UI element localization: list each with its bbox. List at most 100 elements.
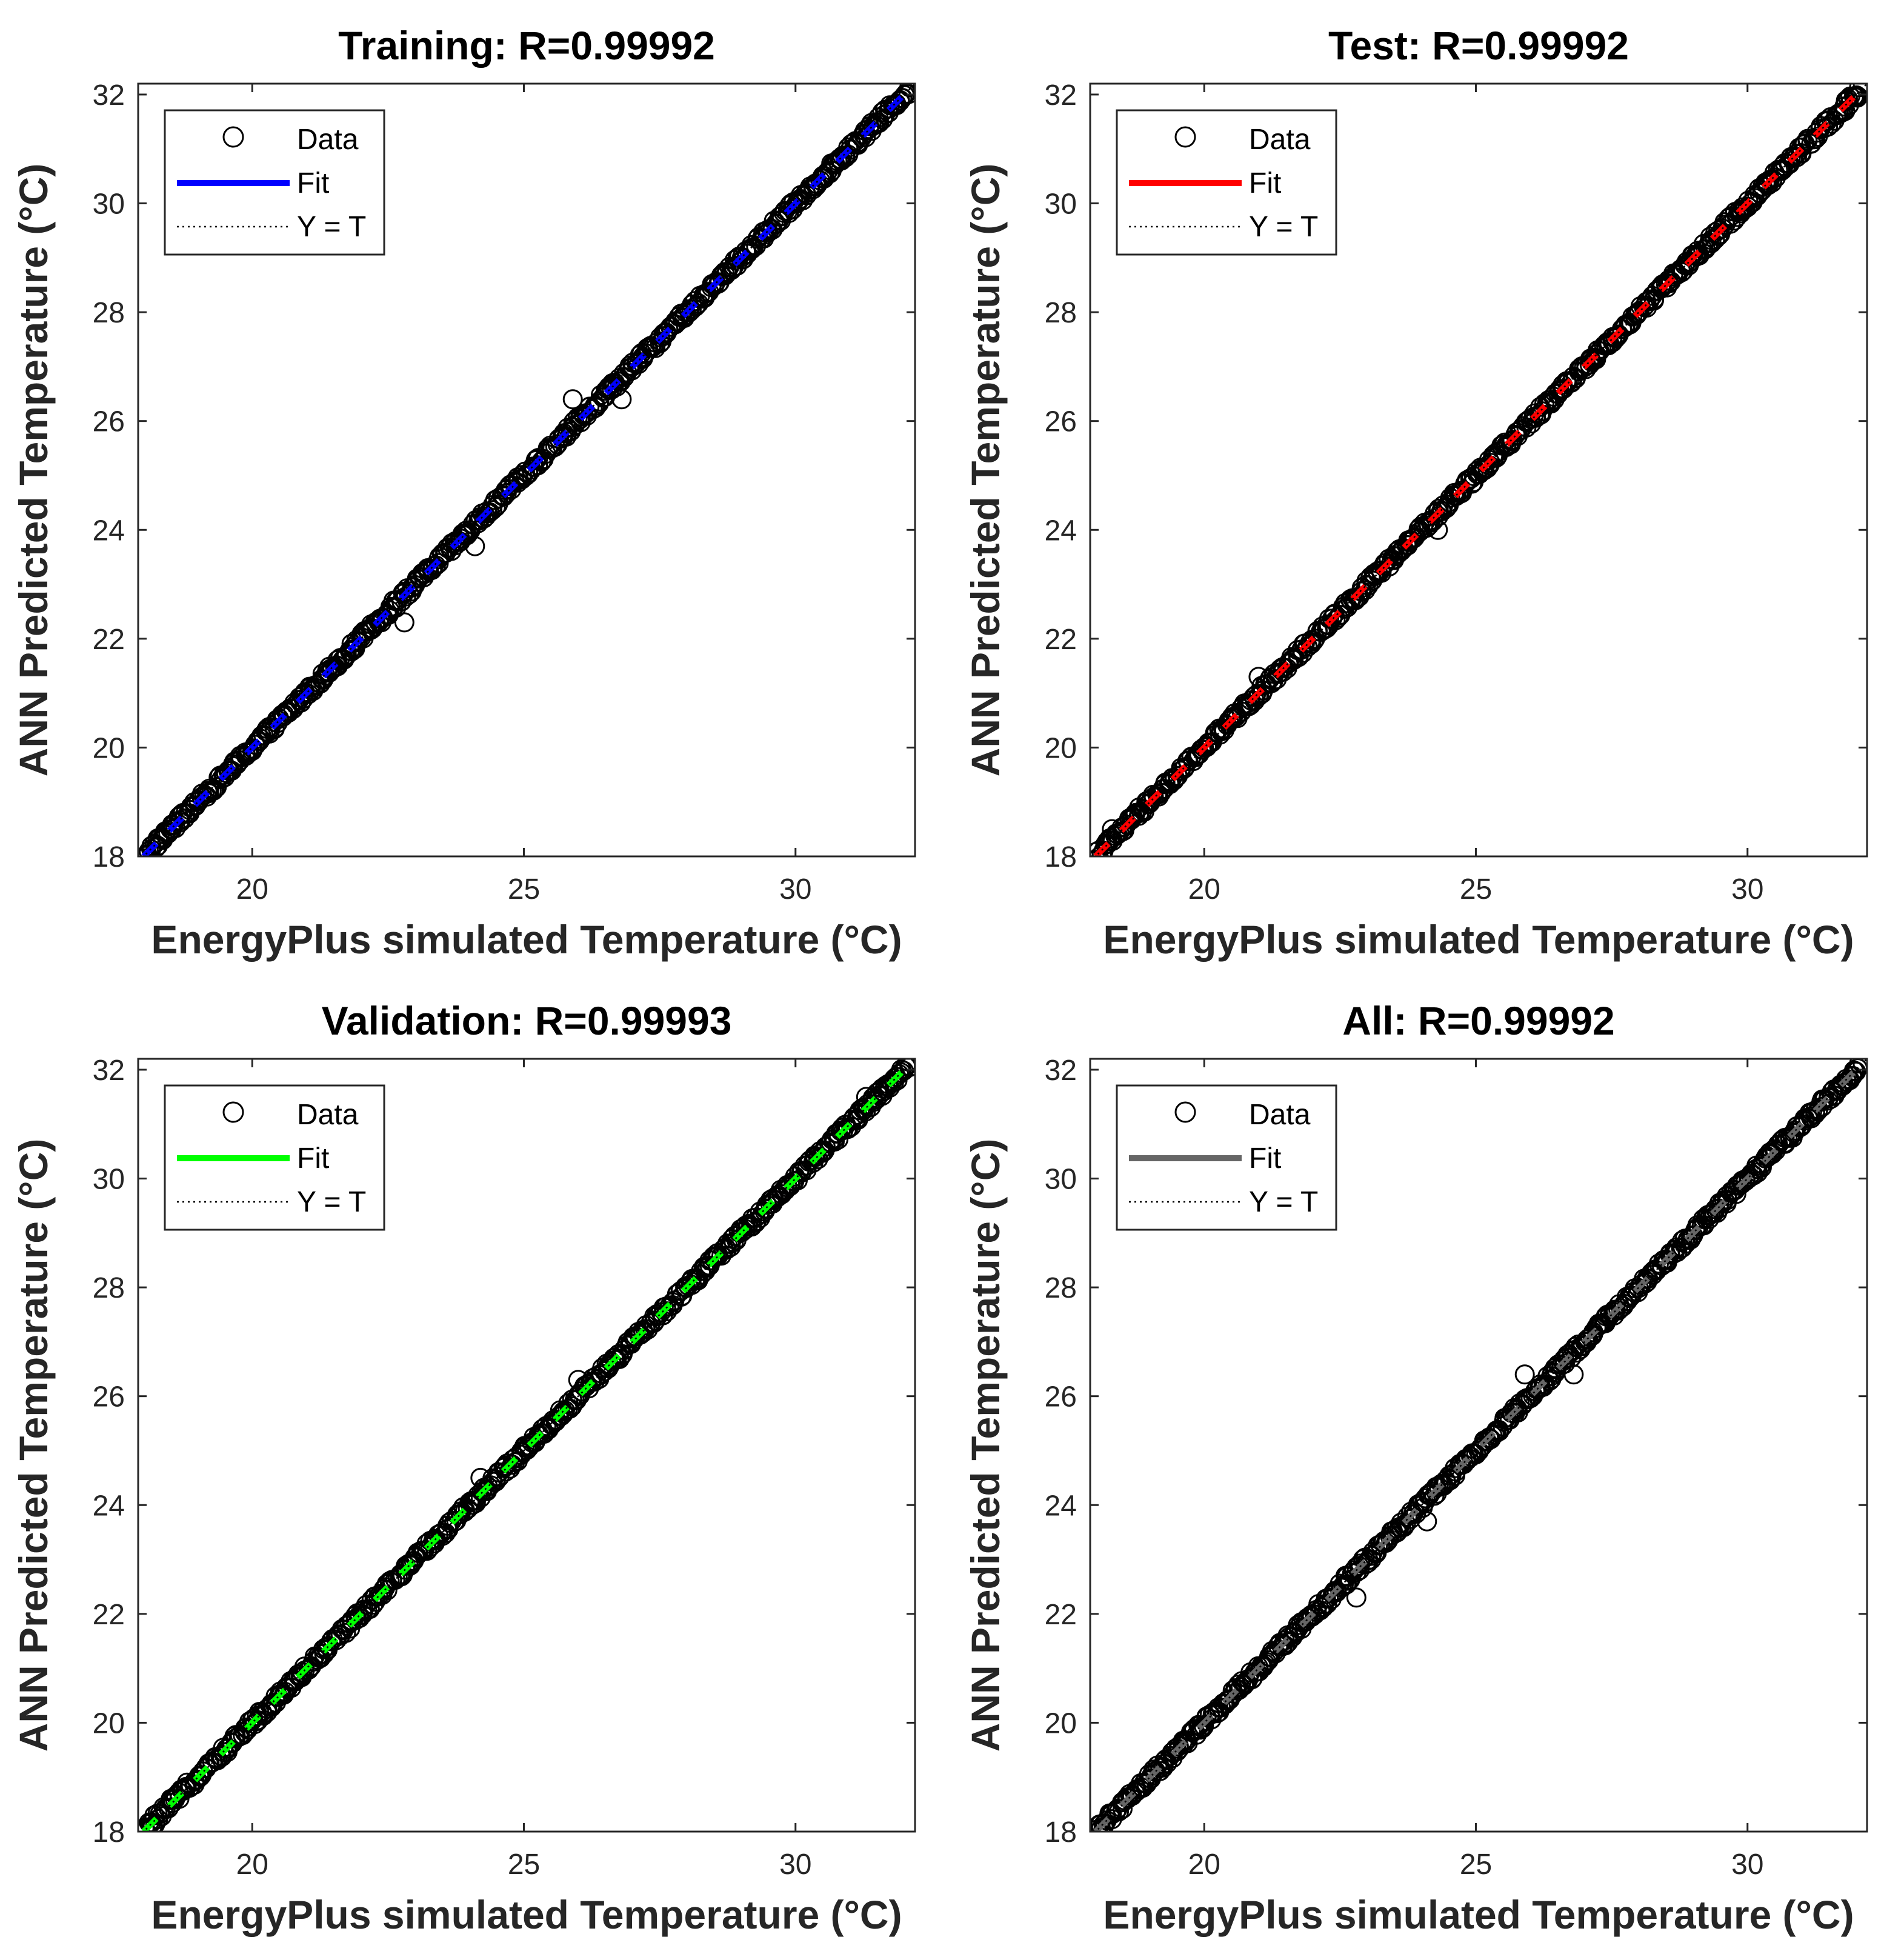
x-tick-label: 25 [508,873,540,905]
x-tick-label: 20 [236,1849,268,1881]
y-tick-label: 32 [1045,1055,1077,1087]
y-tick-label: 24 [93,1490,125,1522]
y-tick-label: 22 [93,624,125,656]
data-point [611,389,632,410]
x-tick-label: 20 [1188,1849,1220,1881]
data-point [899,1059,915,1078]
panel-test: 20 25 30 18 20 22 24 26 28 30 32 Test: R=0.99992 Ene… [952,0,1904,978]
legend-entry-label: Y = T [1249,211,1318,243]
data-point [177,1772,198,1793]
data-point [898,1059,915,1072]
y-axis-label: ANN Predicted Temperature (°C) [963,164,1008,777]
data-point [1428,519,1448,540]
data-point [391,591,412,612]
x-tick-label: 25 [1460,1849,1492,1881]
legend-entry-label: Y = T [297,1186,366,1218]
data-point [428,553,449,573]
y-tick-label: 26 [1045,406,1077,438]
y-tick-label: 24 [93,515,125,547]
y-tick-label: 18 [93,1816,125,1849]
data-point [457,525,478,545]
data-point [568,1370,588,1390]
legend-entry-label: Data [1249,1099,1311,1131]
data-points [1090,84,1867,856]
y-tick-label: 20 [93,732,125,764]
axes-box [137,1058,916,1833]
data-point [687,295,707,316]
data-point [562,389,583,410]
chart-test: 20 25 30 18 20 22 24 26 28 30 32 Test: R=0.99992 Ene… [963,23,1868,962]
y-tick-label: 30 [1045,1164,1077,1196]
y-tick-label: 18 [93,841,125,873]
chart-title: Training: R=0.99992 [338,23,715,68]
axes-box [1089,1058,1868,1833]
y-tick-label: 24 [1045,1490,1077,1522]
data-point [1428,498,1449,519]
legend-entry-label: Fit [297,167,329,199]
legend-entry-label: Data [1249,124,1311,156]
legend-entry-label: Data [297,1099,359,1131]
data-point [780,1176,801,1196]
y-tick-label: 22 [93,1599,125,1631]
legend-data-marker [222,126,244,148]
y-tick-label: 18 [1045,1816,1077,1849]
x-axis-label: EnergyPlus simulated Temperature (°C) [151,1892,902,1937]
data-point [1090,850,1106,856]
data-point [899,84,915,98]
legend-data-marker [222,1101,244,1123]
data-point [738,1213,759,1234]
x-axis-label: EnergyPlus simulated Temperature (°C) [151,917,902,962]
data-point [1248,667,1269,687]
chart-title: Test: R=0.99992 [1328,23,1629,68]
panel-all: 20 25 30 18 20 22 24 26 28 30 32 All: R=0.99992 Ener… [952,975,1904,1954]
data-point [1313,1597,1334,1618]
y-tick-label: 32 [93,79,125,112]
data-point [1346,1587,1366,1608]
data-points [138,84,915,856]
data-point [377,1580,398,1601]
x-tick-label: 20 [236,873,268,905]
data-point [1358,575,1379,596]
chart-title: Validation: R=0.99993 [322,998,732,1043]
legend-entry-label: Y = T [1249,1186,1318,1218]
x-tick-label: 30 [1731,873,1763,905]
identity-line [142,1059,915,1832]
legend: Data Fit Y = T [1116,109,1337,256]
y-tick-label: 26 [93,1381,125,1413]
data-point [500,1458,521,1479]
x-tick-label: 20 [1188,873,1220,905]
data-point [470,1467,491,1488]
data-point [432,544,452,565]
y-tick-label: 26 [1045,1381,1077,1413]
data-point [394,612,414,633]
data-point [1644,290,1664,311]
legend-data-marker [1174,126,1196,148]
x-axis-label: EnergyPlus simulated Temperature (°C) [1103,917,1854,962]
panel-validation: 20 25 30 18 20 22 24 26 28 30 32 Validation: R=0.99… [0,975,952,1954]
data-point [1705,229,1725,250]
y-tick-label: 20 [1045,732,1077,764]
y-tick-label: 20 [93,1707,125,1739]
chart-all: 20 25 30 18 20 22 24 26 28 30 32 All: R=0.99992 Ener… [963,998,1868,1937]
data-point [433,1526,453,1546]
data-points [138,1059,915,1832]
data-point [138,848,155,856]
legend-entry-label: Fit [297,1142,329,1175]
data-point [1417,1511,1437,1532]
axes-box [137,82,916,858]
data-point [1849,84,1867,98]
legend: Data Fit Y = T [164,109,385,256]
data-point [838,137,859,158]
chart-title: All: R=0.99992 [1342,998,1614,1043]
y-tick-label: 32 [93,1055,125,1087]
legend: Data Fit Y = T [1116,1084,1337,1231]
data-point [892,88,913,108]
y-axis-label: ANN Predicted Temperature (°C) [11,164,56,777]
data-point [445,535,466,556]
chart-validation: 20 25 30 18 20 22 24 26 28 30 32 Validation: R=0.99… [11,998,916,1937]
legend-entry-label: Fit [1249,1142,1281,1175]
data-point [1726,1184,1746,1204]
data-point [1129,797,1150,818]
y-tick-label: 26 [93,406,125,438]
data-points [1090,1059,1867,1832]
